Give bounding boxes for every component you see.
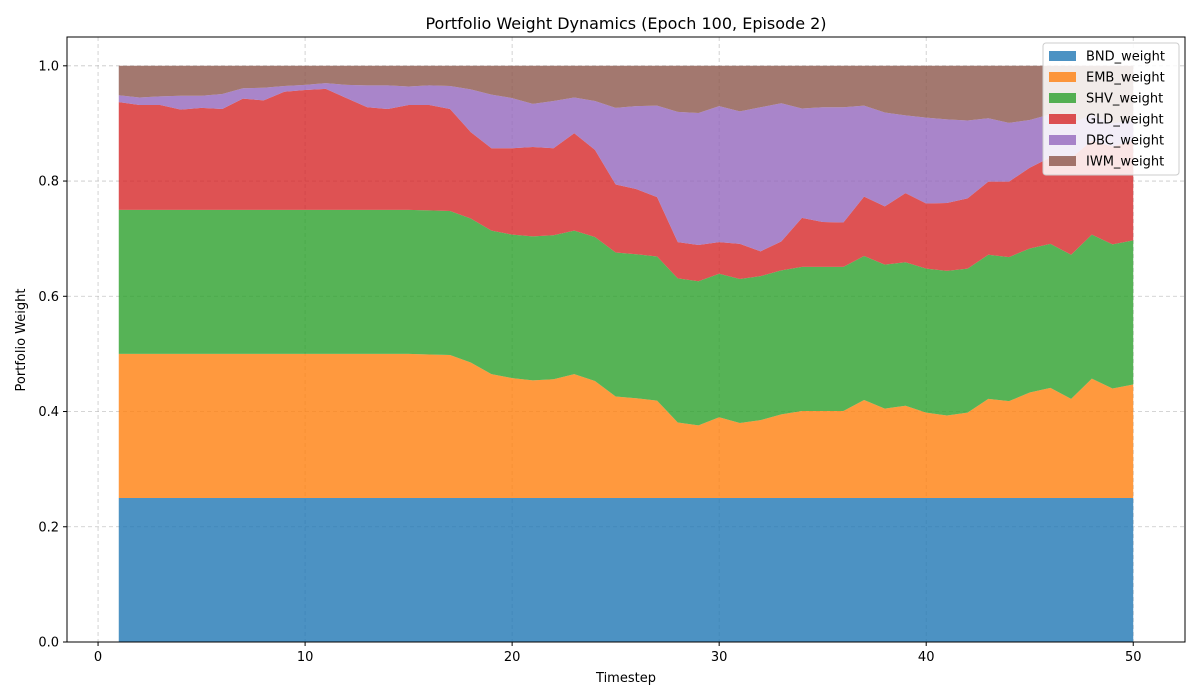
area-iwm-weight [118, 65, 1134, 124]
chart-title: Portfolio Weight Dynamics (Epoch 100, Ep… [425, 14, 826, 33]
x-axis-label: Timestep [595, 671, 656, 686]
legend-label: DBC_weight [1086, 134, 1164, 149]
y-tick-label: 0.6 [38, 290, 59, 305]
area-emb-weight [118, 353, 1134, 498]
area-series-group [118, 65, 1134, 642]
legend-label: SHV_weight [1086, 92, 1163, 107]
x-tick-label: 40 [918, 650, 935, 665]
legend-swatch [1049, 114, 1076, 124]
x-tick-label: 20 [504, 650, 521, 665]
x-tick-label: 30 [711, 650, 728, 665]
legend-swatch [1049, 135, 1076, 145]
x-tick-label: 50 [1125, 650, 1142, 665]
legend-swatch [1049, 72, 1076, 82]
y-axis-label: Portfolio Weight [14, 289, 29, 392]
legend: BND_weight EMB_weight SHV_weight GLD_weight… [1042, 42, 1180, 176]
area-dbc-weight [118, 83, 1134, 252]
legend-frame [1042, 42, 1180, 176]
legend-label: IWM_weight [1086, 155, 1164, 170]
legend-swatch [1049, 93, 1076, 103]
y-tick-label: 0.4 [38, 405, 59, 420]
area-shv-weight [118, 209, 1134, 426]
y-tick-label: 0.2 [38, 520, 59, 535]
x-tick-label: 0 [94, 650, 102, 665]
axis-ticks: 0 10 20 30 40 50 0.0 0.2 0.4 0.6 0.8 1.0 [38, 59, 1141, 665]
legend-swatch [1049, 51, 1076, 61]
x-tick-label: 10 [297, 650, 314, 665]
area-gld-weight [118, 88, 1134, 282]
y-tick-label: 0.0 [38, 636, 59, 651]
legend-label: GLD_weight [1086, 113, 1164, 128]
y-tick-label: 0.8 [38, 175, 59, 190]
legend-label: BND_weight [1086, 50, 1165, 65]
legend-swatch [1049, 156, 1076, 166]
legend-label: EMB_weight [1086, 71, 1165, 86]
y-tick-label: 1.0 [38, 59, 59, 74]
plot-frame [66, 36, 1186, 643]
area-bnd-weight [118, 497, 1134, 642]
